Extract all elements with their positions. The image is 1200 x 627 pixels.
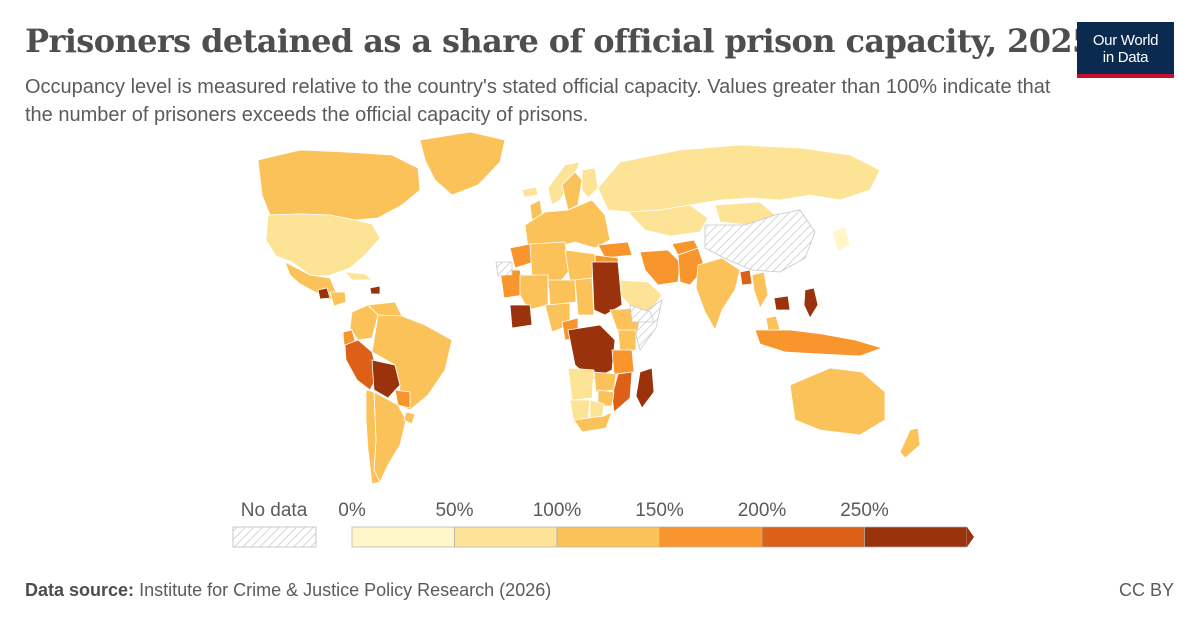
region-chile[interactable] <box>365 389 381 485</box>
region-finland[interactable] <box>581 167 599 199</box>
chart-title: Prisoners detained as a share of officia… <box>25 22 1094 60</box>
region-paraguay[interactable] <box>394 389 411 409</box>
region-chad[interactable] <box>574 277 595 316</box>
region-haiti[interactable] <box>369 285 381 295</box>
legend-bin-4[interactable] <box>761 526 865 548</box>
region-china[interactable] <box>704 209 816 273</box>
owid-logo[interactable]: Our World in Data <box>1077 22 1174 78</box>
region-myanmar[interactable] <box>751 271 769 309</box>
legend-no-data-label: No data <box>241 500 308 521</box>
source-label: Data source: <box>25 580 135 600</box>
legend-bin-1[interactable] <box>454 526 558 548</box>
region-tanzania[interactable] <box>611 349 635 375</box>
legend-bin-2[interactable] <box>556 526 660 548</box>
chart-subtitle: Occupancy level is measured relative to … <box>25 76 1051 126</box>
legend-bin-5[interactable] <box>864 526 968 548</box>
legend-tick-label: 150% <box>635 500 684 521</box>
source-text: Institute for Crime & Justice Policy Res… <box>139 580 552 600</box>
region-dr-congo[interactable] <box>567 324 616 381</box>
legend-tick-label: 0% <box>338 500 366 521</box>
region-greenland[interactable] <box>419 131 506 196</box>
region-uruguay[interactable] <box>403 411 416 425</box>
region-canada[interactable] <box>257 149 421 221</box>
legend-tick-label: 50% <box>435 500 473 521</box>
region-philippines[interactable] <box>803 287 819 319</box>
region-madagascar[interactable] <box>635 367 655 409</box>
license-label: CC BY <box>1118 580 1174 600</box>
map-legend: No data 0% 50% 100% 150% 200% 250% <box>232 500 974 548</box>
legend-tick-label: 100% <box>533 500 582 521</box>
region-malaysia[interactable] <box>765 315 781 331</box>
region-cuba[interactable] <box>344 271 374 281</box>
logo-line-2: in Data <box>1102 49 1149 66</box>
legend-no-data-swatch[interactable] <box>232 526 317 548</box>
region-zambia[interactable] <box>593 371 617 393</box>
region-sweden[interactable] <box>561 171 583 211</box>
region-afghanistan[interactable] <box>671 239 699 256</box>
region-south-africa[interactable] <box>573 411 613 433</box>
region-niger[interactable] <box>547 279 577 306</box>
region-brazil[interactable] <box>371 314 453 411</box>
region-libya[interactable] <box>564 249 597 283</box>
legend-bin-3[interactable] <box>659 526 763 548</box>
region-somalia[interactable] <box>635 299 663 351</box>
region-turkey[interactable] <box>597 241 633 259</box>
region-guatemala[interactable] <box>317 287 331 300</box>
legend-open-end-arrow <box>967 527 974 547</box>
logo-line-1: Our World <box>1092 32 1159 49</box>
region-yemen[interactable] <box>629 304 655 323</box>
region-zimbabwe[interactable] <box>597 389 615 407</box>
region-cote-d-ivoire[interactable] <box>509 304 533 329</box>
region-mali[interactable] <box>519 274 549 311</box>
region-iceland[interactable] <box>521 186 539 198</box>
region-australia[interactable] <box>789 367 886 436</box>
legend-tick-label: 200% <box>738 500 787 521</box>
region-western-sahara[interactable] <box>495 261 513 277</box>
region-japan[interactable] <box>831 225 851 253</box>
region-russia[interactable] <box>597 144 881 213</box>
region-kazakhstan[interactable] <box>627 204 709 237</box>
data-source: Data source: Institute for Crime & Justi… <box>25 580 551 601</box>
region-bolivia[interactable] <box>371 359 401 399</box>
region-new-zealand[interactable] <box>899 427 921 459</box>
map-regions <box>257 131 921 485</box>
region-iran[interactable] <box>639 249 681 286</box>
legend-tick-label: 250% <box>840 500 889 521</box>
region-kenya[interactable] <box>617 329 637 353</box>
region-angola[interactable] <box>567 367 595 401</box>
region-india[interactable] <box>695 257 741 331</box>
legend-bin-0[interactable] <box>351 526 455 548</box>
region-honduras[interactable] <box>329 291 347 307</box>
region-cambodia[interactable] <box>773 295 791 311</box>
region-sudan[interactable] <box>591 261 623 316</box>
region-bangladesh[interactable] <box>739 269 753 286</box>
region-indonesia[interactable] <box>754 329 884 357</box>
region-united-states[interactable] <box>265 213 381 277</box>
